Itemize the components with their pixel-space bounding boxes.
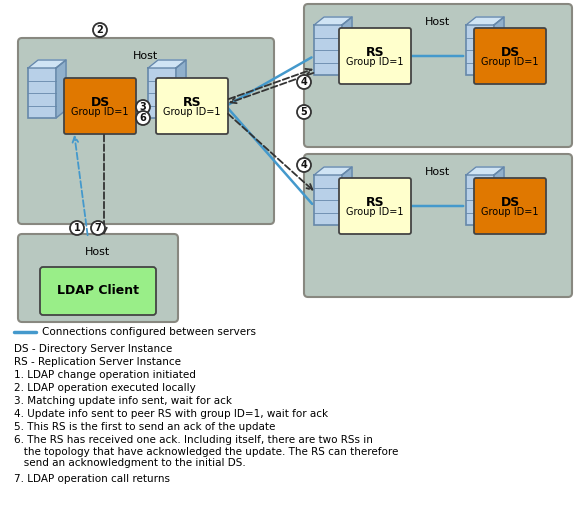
Text: Group ID=1: Group ID=1 bbox=[346, 57, 404, 67]
Text: DS: DS bbox=[501, 45, 519, 58]
FancyBboxPatch shape bbox=[339, 28, 411, 84]
Circle shape bbox=[70, 221, 84, 235]
FancyBboxPatch shape bbox=[156, 78, 228, 134]
Text: 4: 4 bbox=[301, 77, 307, 87]
FancyBboxPatch shape bbox=[314, 25, 342, 75]
FancyBboxPatch shape bbox=[314, 175, 342, 225]
Text: 2. LDAP operation executed locally: 2. LDAP operation executed locally bbox=[14, 383, 196, 393]
Circle shape bbox=[297, 75, 311, 89]
Polygon shape bbox=[28, 60, 66, 68]
Text: 2: 2 bbox=[96, 25, 103, 35]
FancyBboxPatch shape bbox=[474, 28, 546, 84]
Text: Host: Host bbox=[86, 247, 111, 257]
Text: 7. LDAP operation call returns: 7. LDAP operation call returns bbox=[14, 474, 170, 484]
Circle shape bbox=[136, 111, 150, 125]
Text: Host: Host bbox=[133, 51, 158, 61]
Text: 1: 1 bbox=[73, 223, 80, 233]
FancyBboxPatch shape bbox=[466, 25, 494, 75]
Polygon shape bbox=[466, 17, 504, 25]
Circle shape bbox=[297, 158, 311, 172]
Text: 1. LDAP change operation initiated: 1. LDAP change operation initiated bbox=[14, 370, 196, 380]
Text: Group ID=1: Group ID=1 bbox=[163, 107, 221, 117]
Text: LDAP Client: LDAP Client bbox=[57, 284, 139, 297]
Text: 4: 4 bbox=[301, 160, 307, 170]
Text: 6. The RS has received one ack. Including itself, there are two RSs in
   the to: 6. The RS has received one ack. Includin… bbox=[14, 435, 398, 468]
Text: 4. Update info sent to peer RS with group ID=1, wait for ack: 4. Update info sent to peer RS with grou… bbox=[14, 409, 328, 419]
Polygon shape bbox=[148, 60, 186, 68]
Circle shape bbox=[297, 105, 311, 119]
FancyBboxPatch shape bbox=[304, 154, 572, 297]
Text: 5: 5 bbox=[301, 107, 307, 117]
FancyBboxPatch shape bbox=[339, 178, 411, 234]
Polygon shape bbox=[466, 167, 504, 175]
Text: Group ID=1: Group ID=1 bbox=[346, 207, 404, 217]
Text: RS - Replication Server Instance: RS - Replication Server Instance bbox=[14, 357, 181, 367]
FancyBboxPatch shape bbox=[40, 267, 156, 315]
Text: 5. This RS is the first to send an ack of the update: 5. This RS is the first to send an ack o… bbox=[14, 422, 276, 432]
Polygon shape bbox=[494, 167, 504, 225]
Text: DS: DS bbox=[501, 196, 519, 209]
Polygon shape bbox=[56, 60, 66, 118]
Text: Group ID=1: Group ID=1 bbox=[481, 57, 539, 67]
FancyBboxPatch shape bbox=[64, 78, 136, 134]
Polygon shape bbox=[176, 60, 186, 118]
Text: Group ID=1: Group ID=1 bbox=[481, 207, 539, 217]
FancyBboxPatch shape bbox=[148, 68, 176, 118]
Text: 3. Matching update info sent, wait for ack: 3. Matching update info sent, wait for a… bbox=[14, 396, 232, 406]
Text: DS: DS bbox=[90, 96, 110, 109]
FancyBboxPatch shape bbox=[304, 4, 572, 147]
Text: RS: RS bbox=[183, 96, 201, 109]
Circle shape bbox=[93, 23, 107, 37]
Text: Host: Host bbox=[425, 17, 451, 27]
Polygon shape bbox=[314, 17, 352, 25]
Text: RS: RS bbox=[366, 196, 385, 209]
Text: Group ID=1: Group ID=1 bbox=[71, 107, 129, 117]
Circle shape bbox=[91, 221, 105, 235]
FancyBboxPatch shape bbox=[28, 68, 56, 118]
Text: DS - Directory Server Instance: DS - Directory Server Instance bbox=[14, 344, 172, 354]
Polygon shape bbox=[342, 167, 352, 225]
Text: 3: 3 bbox=[139, 102, 146, 112]
Circle shape bbox=[136, 100, 150, 114]
Polygon shape bbox=[314, 167, 352, 175]
FancyBboxPatch shape bbox=[466, 175, 494, 225]
Text: Connections configured between servers: Connections configured between servers bbox=[42, 327, 256, 337]
FancyBboxPatch shape bbox=[18, 234, 178, 322]
FancyBboxPatch shape bbox=[474, 178, 546, 234]
Text: Host: Host bbox=[425, 167, 451, 177]
FancyBboxPatch shape bbox=[18, 38, 274, 224]
Polygon shape bbox=[342, 17, 352, 75]
Polygon shape bbox=[494, 17, 504, 75]
Text: RS: RS bbox=[366, 45, 385, 58]
Text: 6: 6 bbox=[139, 113, 146, 123]
Text: 7: 7 bbox=[95, 223, 102, 233]
